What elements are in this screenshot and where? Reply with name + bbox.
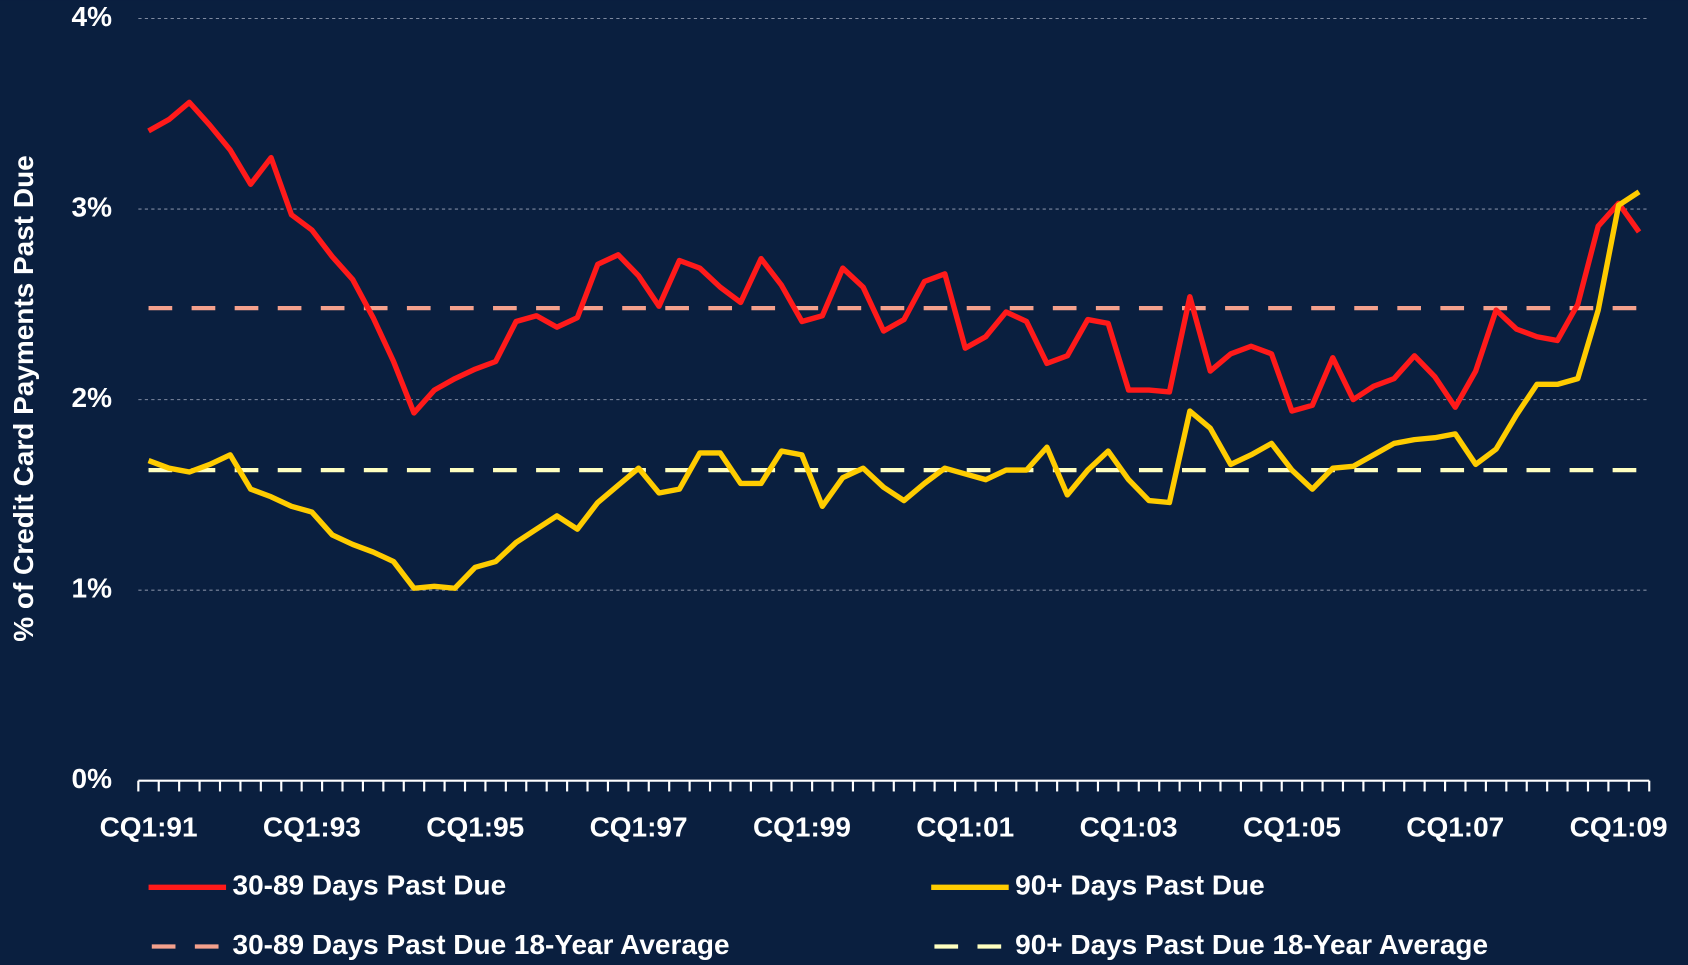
- y-tick-label: 1%: [72, 573, 113, 604]
- x-tick-label: CQ1:93: [263, 812, 361, 843]
- x-tick-label: CQ1:97: [590, 812, 688, 843]
- x-tick-label: CQ1:99: [753, 812, 851, 843]
- x-tick-label: CQ1:09: [1570, 812, 1668, 843]
- series-line: [147, 189, 1641, 591]
- series-line: [147, 99, 1642, 416]
- x-tick-label: CQ1:03: [1080, 812, 1178, 843]
- y-axis-title: % of Credit Card Payments Past Due: [8, 155, 39, 641]
- x-tick-label: CQ1:01: [916, 812, 1014, 843]
- y-tick-label: 4%: [72, 1, 113, 32]
- x-tick-label: CQ1:07: [1406, 812, 1504, 843]
- y-tick-label: 0%: [72, 763, 113, 794]
- legend-label: 30-89 Days Past Due: [233, 870, 507, 901]
- y-tick-label: 2%: [72, 382, 113, 413]
- x-tick-label: CQ1:05: [1243, 812, 1341, 843]
- legend-label: 90+ Days Past Due: [1015, 870, 1265, 901]
- x-tick-label: CQ1:91: [100, 812, 198, 843]
- legend-label: 90+ Days Past Due 18-Year Average: [1015, 929, 1488, 960]
- x-tick-label: CQ1:95: [426, 812, 524, 843]
- legend-label: 30-89 Days Past Due 18-Year Average: [233, 929, 730, 960]
- y-tick-label: 3%: [72, 191, 113, 222]
